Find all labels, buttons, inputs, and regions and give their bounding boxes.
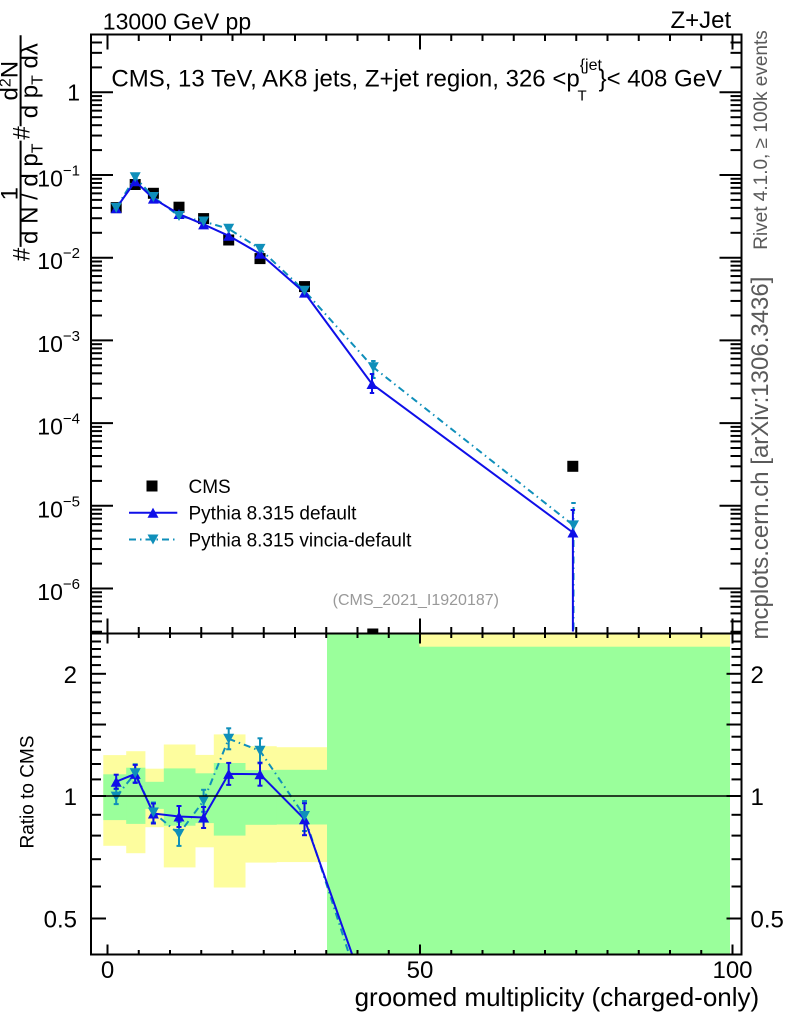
svg-text:10−1: 10−1: [37, 163, 80, 192]
svg-text:10−4: 10−4: [37, 411, 80, 440]
svg-text:CMS: CMS: [189, 477, 231, 498]
svg-text:13000 GeV pp: 13000 GeV pp: [103, 8, 251, 34]
svg-text:2: 2: [64, 662, 77, 689]
svg-text:mcplots.cern.ch [arXiv:1306.34: mcplots.cern.ch [arXiv:1306.3436]: [747, 277, 774, 640]
svg-text:0: 0: [101, 957, 114, 984]
svg-text:1: 1: [64, 784, 77, 811]
svg-text:Ratio to CMS: Ratio to CMS: [18, 736, 39, 849]
svg-text:Pythia 8.315 default: Pythia 8.315 default: [189, 504, 358, 525]
svg-text:Pythia 8.315 vincia-default: Pythia 8.315 vincia-default: [189, 530, 413, 551]
svg-text:50: 50: [407, 957, 434, 984]
svg-text:10−3: 10−3: [37, 328, 80, 357]
svg-text:1: 1: [67, 80, 80, 106]
svg-text:(CMS_2021_I1920187): (CMS_2021_I1920187): [333, 592, 499, 609]
svg-text:d N / d pT: d N / d pT: [17, 143, 47, 244]
svg-text:d2N: d2N: [0, 61, 23, 101]
svg-text:groomed multiplicity (charged-: groomed multiplicity (charged-only): [355, 982, 760, 1012]
svg-text:0.5: 0.5: [751, 907, 784, 934]
svg-text:Z+Jet: Z+Jet: [670, 7, 731, 34]
svg-text:2: 2: [751, 662, 764, 689]
svg-text:1: 1: [0, 187, 23, 200]
svg-text:0.5: 0.5: [44, 907, 77, 934]
svg-text:100: 100: [712, 957, 752, 984]
svg-text:1: 1: [751, 784, 764, 811]
svg-text:10−5: 10−5: [37, 493, 80, 522]
svg-text:#: #: [8, 126, 35, 140]
svg-text:#: #: [8, 247, 35, 261]
svg-text:Rivet 4.1.0, ≥ 100k events: Rivet 4.1.0, ≥ 100k events: [751, 30, 772, 250]
